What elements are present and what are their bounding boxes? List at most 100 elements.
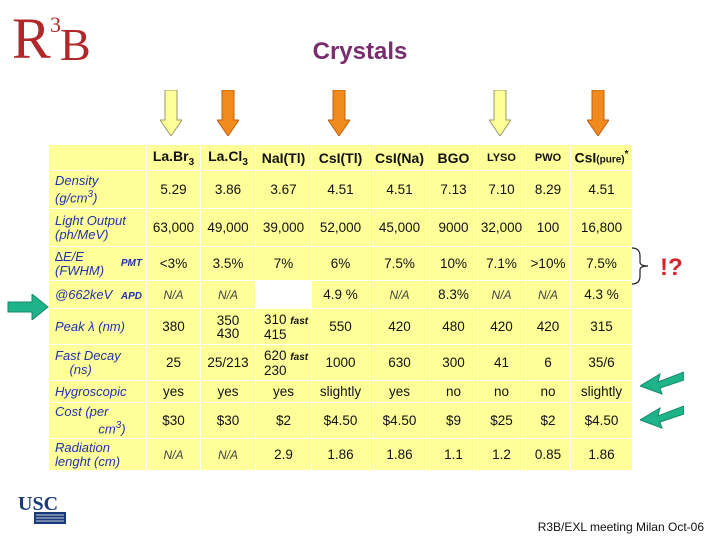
- table-cell: yes: [200, 380, 256, 403]
- table-cell: no: [429, 380, 478, 403]
- row-label-radiation-length: Radiation lenght (cm): [48, 438, 147, 471]
- row-label-fast-decay: Fast Decay (ns): [48, 344, 147, 381]
- table-cell: 2.9: [255, 438, 312, 471]
- usc-logo-text: USC: [18, 493, 58, 515]
- table-cell: 0.85: [525, 438, 571, 471]
- table-cell: 1.1: [429, 438, 478, 471]
- row-label-density: Density (g/cm3): [48, 170, 147, 209]
- table-cell: no: [477, 380, 526, 403]
- table-cell: 16,800: [570, 208, 633, 247]
- table-cell: N/A: [369, 280, 430, 309]
- table-cell: 420: [369, 308, 430, 345]
- table-cell: N/A: [477, 280, 526, 309]
- table-cell: 45,000: [369, 208, 430, 247]
- table-row: Peak λ (nm) 380 350 430 310 fast 415 550 4…: [48, 308, 633, 345]
- table-row: Hygroscopic yes yes yes slightly yes no …: [48, 380, 633, 403]
- arrow-right-green-icon: [6, 294, 49, 320]
- table-cell: 25: [146, 344, 201, 381]
- header-nai: NaI(Tl): [255, 144, 312, 171]
- header-csi-na: CsI(Na): [369, 144, 430, 171]
- table-cell: 4.51: [311, 170, 370, 209]
- header-lyso: LYSO: [477, 144, 526, 171]
- table-cell: N/A: [200, 438, 256, 471]
- header-csi-pure: CsI(pure)*: [570, 144, 633, 171]
- table-cell: 49,000: [200, 208, 256, 247]
- table-cell: N/A: [200, 280, 256, 309]
- table-cell: 550: [311, 308, 370, 345]
- table-cell: 6: [525, 344, 571, 381]
- table-cell: <3%: [146, 246, 201, 281]
- row-label-resolution-pmt: ∆E/E (FWHM) PMT: [48, 246, 147, 281]
- table-cell: N/A: [525, 280, 571, 309]
- table-row: Cost (per cm3) $30 $30 $2 $4.50 $4.50 $9…: [48, 402, 633, 439]
- table-cell: 420: [477, 308, 526, 345]
- arrow-down-orange-icon: [587, 90, 609, 136]
- brace-icon: [630, 246, 654, 286]
- table-cell: 350 430: [200, 308, 256, 345]
- apd-tag: APD: [120, 291, 142, 302]
- row-label-cost: Cost (per cm3): [48, 402, 147, 439]
- arrow-down-orange-icon: [217, 90, 239, 136]
- table-cell: 4.51: [369, 170, 430, 209]
- footer-text: R3B/EXL meeting Milan Oct-06: [537, 520, 704, 534]
- table-cell: 9000: [429, 208, 478, 247]
- table-cell: $4.50: [311, 402, 370, 439]
- header-lacl3: La.Cl3: [200, 144, 256, 171]
- table-cell: N/A: [146, 438, 201, 471]
- table-cell: 39,000: [255, 208, 312, 247]
- table-cell: 5.29: [146, 170, 201, 209]
- table-cell: 7.5%: [570, 246, 633, 281]
- table-cell: no: [525, 380, 571, 403]
- table-cell: 7.1%: [477, 246, 526, 281]
- table-cell: 300: [429, 344, 478, 381]
- table-cell: >10%: [525, 246, 571, 281]
- annotation-text: !?: [660, 254, 683, 281]
- arrow-down-orange-icon: [328, 90, 350, 136]
- table-cell: 7.13: [429, 170, 478, 209]
- table-cell: yes: [255, 380, 312, 403]
- table-cell: 8.29: [525, 170, 571, 209]
- table-cell: 3.67: [255, 170, 312, 209]
- header-bgo: BGO: [429, 144, 478, 171]
- arrow-left-green-icon: [640, 404, 684, 430]
- table-cell: 1.86: [311, 438, 370, 471]
- row-label-light-output: Light Output (ph/MeV): [48, 208, 147, 247]
- r3b-logo: R 3 B: [12, 6, 91, 71]
- table-row: ∆E/E (FWHM) PMT <3% 3.5% 7% 6% 7.5% 10% 7.…: [48, 246, 633, 281]
- row-label-resolution-apd: @662keV APD: [48, 280, 147, 309]
- table-cell: 620 fast 230: [255, 344, 312, 381]
- table-cell: 4.51: [570, 170, 633, 209]
- crystal-comparison-table: La.Br3 La.Cl3 NaI(Tl) CsI(Tl) CsI(Na) BG…: [48, 144, 633, 471]
- table-cell: 3.86: [200, 170, 256, 209]
- table-cell: 480: [429, 308, 478, 345]
- table-row: @662keV APD N/A N/A 4.9 % N/A 8.3% N/A N/…: [48, 280, 633, 309]
- table-cell: 7.5%: [369, 246, 430, 281]
- table-cell: yes: [146, 380, 201, 403]
- table-cell: 41: [477, 344, 526, 381]
- table-cell: 1.86: [570, 438, 633, 471]
- table-cell: 380: [146, 308, 201, 345]
- table-cell: 32,000: [477, 208, 526, 247]
- table-cell: $2: [525, 402, 571, 439]
- table-cell: 1.86: [369, 438, 430, 471]
- table-cell: slightly: [570, 380, 633, 403]
- table-cell: 3.5%: [200, 246, 256, 281]
- table-cell: 100: [525, 208, 571, 247]
- slide-title: Crystals: [312, 38, 408, 65]
- table-cell: 10%: [429, 246, 478, 281]
- table-cell: $4.50: [369, 402, 430, 439]
- table-cell: slightly: [311, 380, 370, 403]
- table-cell: 4.9 %: [311, 280, 370, 309]
- usc-logo: USC: [16, 490, 68, 526]
- table-cell: 35/6: [570, 344, 633, 381]
- header-pwo: PWO: [525, 144, 571, 171]
- table-cell: 8.3%: [429, 280, 478, 309]
- header-labr3: La.Br3: [146, 144, 201, 171]
- table-cell: 1000: [311, 344, 370, 381]
- table-cell: [255, 280, 312, 309]
- header-row: La.Br3 La.Cl3 NaI(Tl) CsI(Tl) CsI(Na) BG…: [48, 144, 633, 171]
- header-csi-tl: CsI(Tl): [311, 144, 370, 171]
- table-cell: 1.2: [477, 438, 526, 471]
- table-cell: 7%: [255, 246, 312, 281]
- header-corner: [48, 144, 147, 171]
